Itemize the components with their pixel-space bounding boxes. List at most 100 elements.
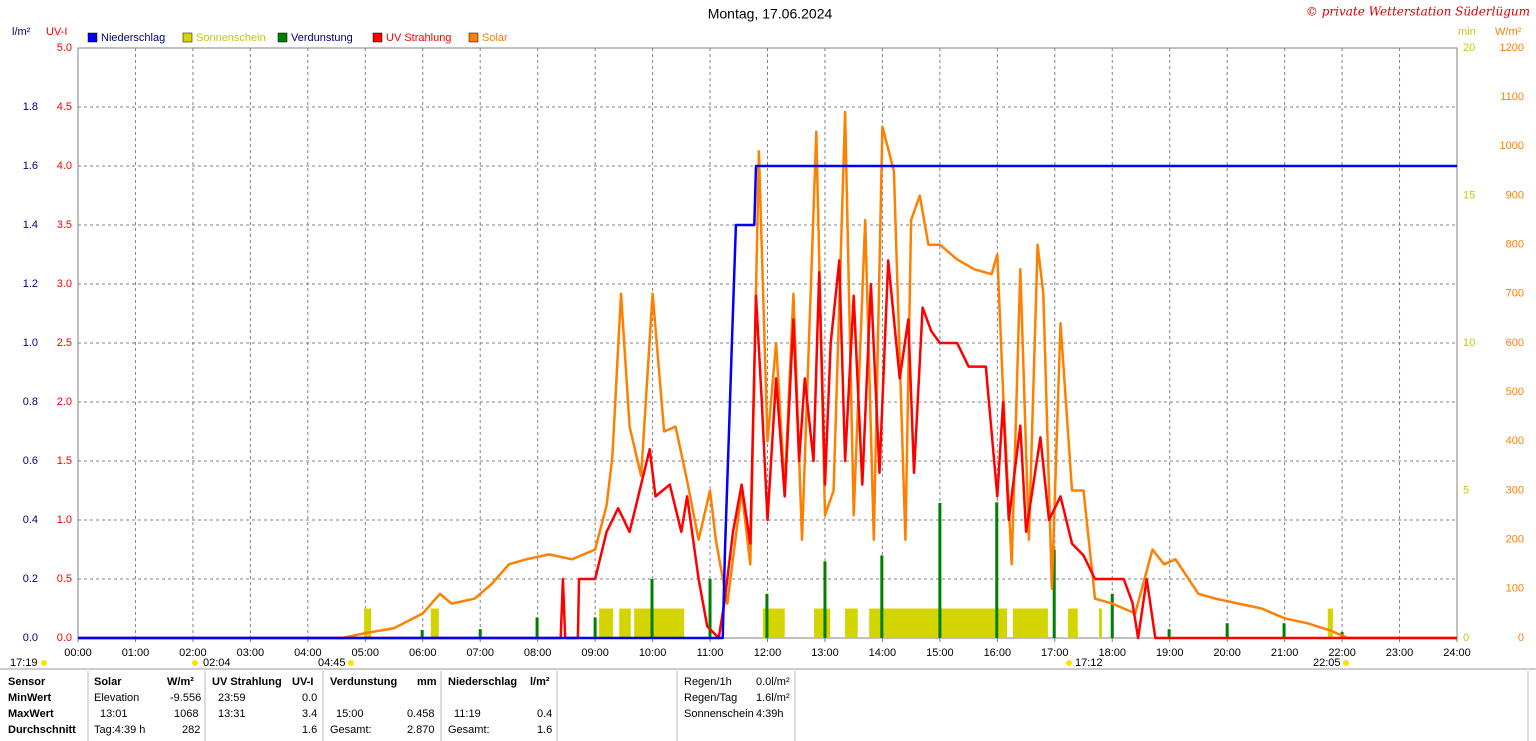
y-tick-label: 1.2: [23, 278, 38, 290]
y3-tick-label: 5: [1463, 484, 1469, 496]
sunshine-bar: [430, 608, 439, 638]
series-line: [78, 259, 1457, 640]
table-cell: 282: [182, 724, 200, 736]
y4-tick-label: 0: [1518, 632, 1524, 644]
table-header: UV-I: [292, 676, 313, 688]
y2-tick-label: 3.5: [57, 219, 72, 231]
table-cell: 13:31: [218, 708, 246, 720]
y3-tick-label: 20: [1463, 42, 1475, 54]
legend-swatch: [372, 32, 383, 43]
y4-axis-label: W/m²: [1495, 26, 1522, 38]
x-tick-label: 21:00: [1271, 647, 1299, 659]
evaporation-bar: [1282, 623, 1286, 638]
legend-swatch: [468, 32, 479, 43]
y4-tick-label: 700: [1506, 288, 1524, 300]
evaporation-bar: [1167, 629, 1171, 638]
y2-tick-label: 0.0: [57, 632, 72, 644]
series-line: [78, 110, 1457, 640]
evaporation-bar: [880, 555, 884, 638]
legend-label: UV Strahlung: [386, 32, 451, 44]
table-cell: 1.6: [302, 724, 317, 736]
x-tick-label: 07:00: [466, 647, 494, 659]
table-cell: Tag:4:39 h: [94, 724, 145, 736]
evaporation-bar: [708, 579, 712, 638]
x-tick-label: 17:00: [1041, 647, 1069, 659]
sun-marker: [41, 660, 47, 666]
evaporation-bar: [420, 630, 424, 638]
table-header: UV Strahlung: [212, 676, 282, 688]
rain-label: Regen/1h: [684, 676, 732, 688]
y4-tick-label: 1000: [1500, 140, 1524, 152]
x-tick-label: 06:00: [409, 647, 437, 659]
table-header: Solar: [94, 676, 122, 688]
y4-tick-label: 300: [1506, 484, 1524, 496]
sun-marker-label: 17:12: [1075, 657, 1103, 669]
legend-swatch: [87, 32, 98, 43]
x-tick-label: 14:00: [869, 647, 897, 659]
table-header: Sensor: [8, 676, 46, 688]
y-tick-label: 0.4: [23, 514, 38, 526]
y-tick-label: 0.0: [23, 632, 38, 644]
x-tick-label: 03:00: [237, 647, 265, 659]
x-tick-label: 16:00: [984, 647, 1012, 659]
y4-tick-label: 100: [1506, 583, 1524, 595]
copyright: © private Wetterstation Süderlügum: [1306, 5, 1530, 19]
sun-marker: [1066, 660, 1072, 666]
sunshine-bar: [814, 608, 831, 638]
y-tick-label: 0.2: [23, 573, 38, 585]
y3-tick-label: 0: [1463, 632, 1469, 644]
table-cell: -9.556: [170, 692, 201, 704]
evaporation-bar: [995, 502, 999, 638]
sunshine-bar: [845, 608, 858, 638]
sun-marker-label: 22:05: [1313, 657, 1341, 669]
legend-label: Niederschlag: [101, 32, 165, 44]
sunshine-bar: [634, 608, 685, 638]
evaporation-bar: [478, 629, 482, 638]
y2-axis-label: UV-I: [46, 26, 67, 38]
legend-label: Sonnenschein: [196, 32, 266, 44]
x-tick-label: 23:00: [1386, 647, 1414, 659]
y2-tick-label: 3.0: [57, 278, 72, 290]
evaporation-bar: [1110, 593, 1114, 638]
table-cell: 11:19: [454, 708, 481, 720]
table-cell: MaxWert: [8, 708, 54, 720]
table-cell: Durchschnitt: [8, 724, 76, 736]
y4-tick-label: 200: [1506, 534, 1524, 546]
sun-marker-label: 17:19: [10, 657, 38, 669]
y2-tick-label: 1.5: [57, 455, 72, 467]
sun-marker-label: 04:45: [318, 657, 346, 669]
evaporation-bar: [650, 579, 654, 638]
rain-value: 1.6l/m²: [756, 692, 790, 704]
x-tick-label: 20:00: [1213, 647, 1241, 659]
y-tick-label: 1.0: [23, 337, 38, 349]
table-header: W/m²: [167, 676, 194, 688]
x-tick-label: 04:00: [294, 647, 322, 659]
x-tick-label: 09:00: [581, 647, 609, 659]
evaporation-bar: [765, 593, 769, 638]
x-tick-label: 01:00: [122, 647, 150, 659]
sunshine-bar: [1327, 608, 1333, 638]
y3-tick-label: 15: [1463, 189, 1475, 201]
y2-tick-label: 1.0: [57, 514, 72, 526]
table-header: l/m²: [530, 676, 550, 688]
table-cell: 13:01: [100, 708, 128, 720]
y4-tick-label: 1100: [1500, 91, 1524, 103]
x-tick-label: 18:00: [1098, 647, 1126, 659]
table-cell: Gesamt:: [330, 724, 372, 736]
y4-tick-label: 800: [1506, 239, 1524, 251]
table-cell: 3.4: [302, 708, 317, 720]
table-cell: 23:59: [218, 692, 246, 704]
table-cell: 1068: [174, 708, 198, 720]
table-cell: 0.0: [302, 692, 317, 704]
x-tick-label: 11:00: [697, 647, 724, 659]
y-tick-label: 0.6: [23, 455, 38, 467]
x-tick-label: 24:00: [1443, 647, 1471, 659]
series-line: [78, 164, 1457, 640]
x-tick-label: 05:00: [352, 647, 380, 659]
x-tick-label: 13:00: [811, 647, 839, 659]
sunshine-bar: [364, 608, 372, 638]
rain-value: 0.0l/m²: [756, 676, 790, 688]
table-cell: MinWert: [8, 692, 52, 704]
y4-tick-label: 600: [1506, 337, 1524, 349]
y-tick-label: 1.4: [23, 219, 38, 231]
